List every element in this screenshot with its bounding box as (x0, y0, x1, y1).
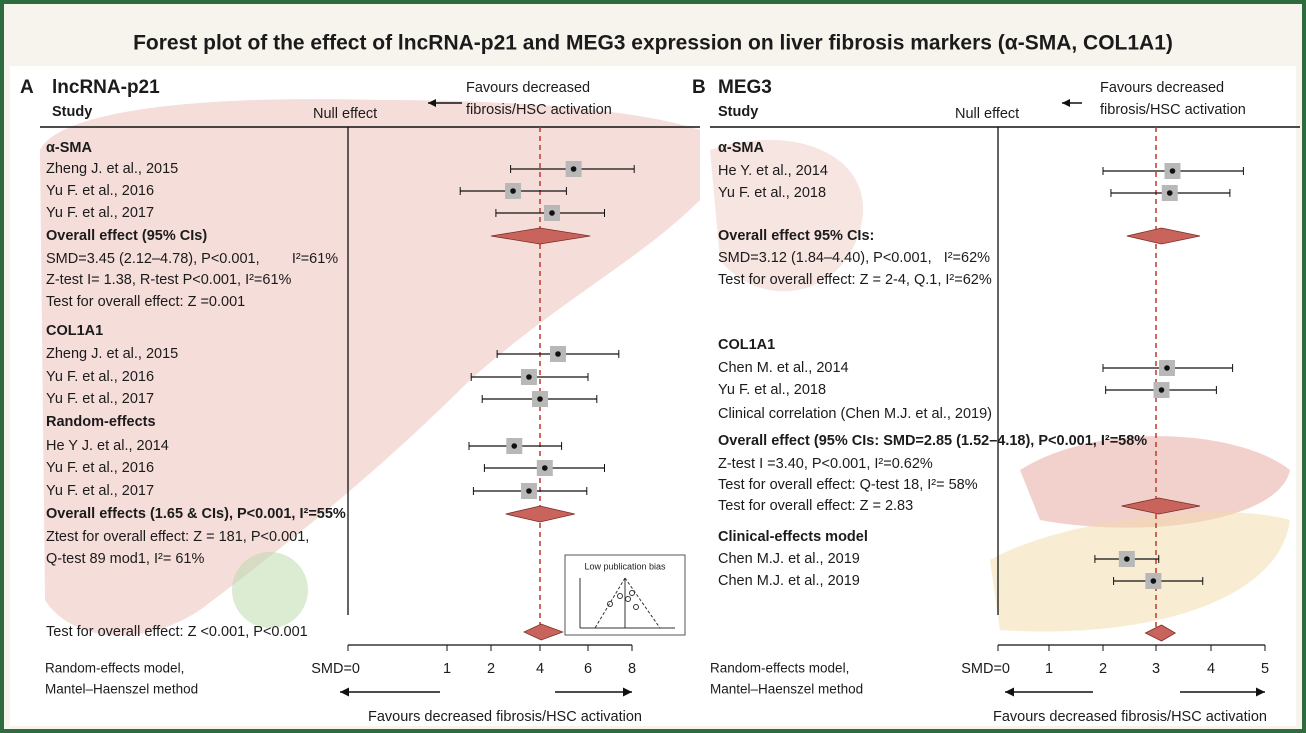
row-label: Test for overall effect: Q-test 18, I²= … (718, 477, 978, 493)
favours-label: fibrosis/HSC activation (466, 102, 612, 118)
favours-label: Favours decreased fibrosis/HSC activatio… (368, 709, 642, 725)
row-label: Clinical-effects model (718, 529, 868, 545)
row-label: Z-test I =3.40, P<0.001, I²=0.62% (718, 456, 933, 472)
x-tick-label: 5 (1261, 661, 1269, 677)
inset-label: Low publication bias (584, 561, 666, 571)
row-label: SMD=3.45 (2.12–4.78), P<0.001, I²=61% (46, 251, 338, 267)
row-label: Yu F. et al., 2016 (46, 460, 154, 476)
panel-letter: A (20, 77, 34, 98)
row-label: Yu F. et al., 2018 (718, 382, 826, 398)
study-point (537, 396, 543, 402)
x-tick-label: SMD=0 (961, 661, 1010, 677)
row-label: Yu F. et al., 2017 (46, 391, 154, 407)
row-label: Yu F. et al., 2017 (46, 205, 154, 221)
x-tick-label: 8 (628, 661, 636, 677)
x-tick-label: 3 (1152, 661, 1160, 677)
row-label: Zheng J. et al., 2015 (46, 346, 178, 362)
study-point (511, 443, 517, 449)
row-label: Yu F. et al., 2016 (46, 183, 154, 199)
panel-name: lncRNA-p21 (52, 77, 160, 98)
favours-label: Favours decreased (1100, 80, 1224, 96)
column-header: Study (52, 104, 92, 120)
row-label: He Y. et al., 2014 (718, 163, 828, 179)
row-label: Overall effect (95% CIs) (46, 228, 207, 244)
study-point (1151, 578, 1157, 584)
null-label: Null effect (313, 106, 377, 122)
x-tick-label: 1 (443, 661, 451, 677)
x-tick-label: SMD=0 (311, 661, 360, 677)
favours-label: Favours decreased (466, 80, 590, 96)
row-label: SMD=3.12 (1.84–4.40), P<0.001, I²=62% (718, 250, 990, 266)
x-tick-label: 2 (1099, 661, 1107, 677)
figure: Forest plot of the effect of lncRNA-p21 … (0, 0, 1306, 733)
method-label: Random-effects model, (45, 661, 184, 676)
row-label: Yu F. et al., 2017 (46, 483, 154, 499)
study-point (542, 465, 548, 471)
row-label: Ztest for overall effect: Z = 181, P<0.0… (46, 529, 309, 545)
row-label: Test for overall effect: Z = 2.83 (718, 498, 913, 514)
row-label: Yu F. et al., 2016 (46, 369, 154, 385)
row-label: Test for overall effect: Z = 2-4, Q.1, I… (718, 272, 992, 288)
inset: Low publication bias (565, 555, 685, 635)
study-point (526, 488, 532, 494)
method-label: Random-effects model, (710, 661, 849, 676)
row-label: α-SMA (46, 140, 92, 156)
favours-label: Favours decreased fibrosis/HSC activatio… (993, 709, 1267, 725)
study-point (1164, 365, 1170, 371)
row-label: α-SMA (718, 140, 764, 156)
x-tick-label: 2 (487, 661, 495, 677)
row-label: Test for overall effect: Z =0.001 (46, 294, 245, 310)
method-label: Mantel–Haenszel method (45, 682, 198, 697)
row-label: Test for overall effect: Z <0.001, P<0.0… (46, 624, 308, 640)
row-label: Chen M. et al., 2014 (718, 360, 849, 376)
x-tick-label: 4 (1207, 661, 1215, 677)
row-label: COL1A1 (718, 337, 775, 353)
figure-title: Forest plot of the effect of lncRNA-p21 … (133, 32, 1173, 55)
gallbladder-illustration (232, 552, 308, 628)
study-point (526, 374, 532, 380)
panel-letter: B (692, 77, 706, 98)
study-point (549, 210, 555, 216)
null-label: Null effect (955, 106, 1019, 122)
panel-name: MEG3 (718, 77, 772, 98)
column-header: Study (718, 104, 758, 120)
row-label: Q-test 89 mod1, I²= 61% (46, 551, 204, 567)
study-point (1159, 387, 1165, 393)
study-point (510, 188, 516, 194)
row-label: Overall effects (1.65 & CIs), P<0.001, I… (46, 506, 346, 522)
row-label: Zheng J. et al., 2015 (46, 161, 178, 177)
x-tick-label: 4 (536, 661, 544, 677)
row-label: Overall effect (95% CIs: SMD=2.85 (1.52–… (718, 433, 1147, 449)
row-label: Random-effects (46, 414, 156, 430)
row-label: Yu F. et al., 2018 (718, 185, 826, 201)
row-label: He Y J. et al., 2014 (46, 438, 169, 454)
x-tick-label: 6 (584, 661, 592, 677)
study-point (1167, 190, 1173, 196)
method-label: Mantel–Haenszel method (710, 682, 863, 697)
favours-label: fibrosis/HSC activation (1100, 102, 1246, 118)
row-label: Z-test I= 1.38, R-test P<0.001, I²=61% (46, 272, 292, 288)
row-label: Chen M.J. et al., 2019 (718, 573, 860, 589)
row-label: Chen M.J. et al., 2019 (718, 551, 860, 567)
row-label: COL1A1 (46, 323, 103, 339)
x-tick-label: 1 (1045, 661, 1053, 677)
study-point (1124, 556, 1130, 562)
study-point (555, 351, 561, 357)
row-label: Overall effect 95% CIs: (718, 228, 874, 244)
row-label: Clinical correlation (Chen M.J. et al., … (718, 406, 992, 422)
study-point (1170, 168, 1176, 174)
study-point (571, 166, 577, 172)
